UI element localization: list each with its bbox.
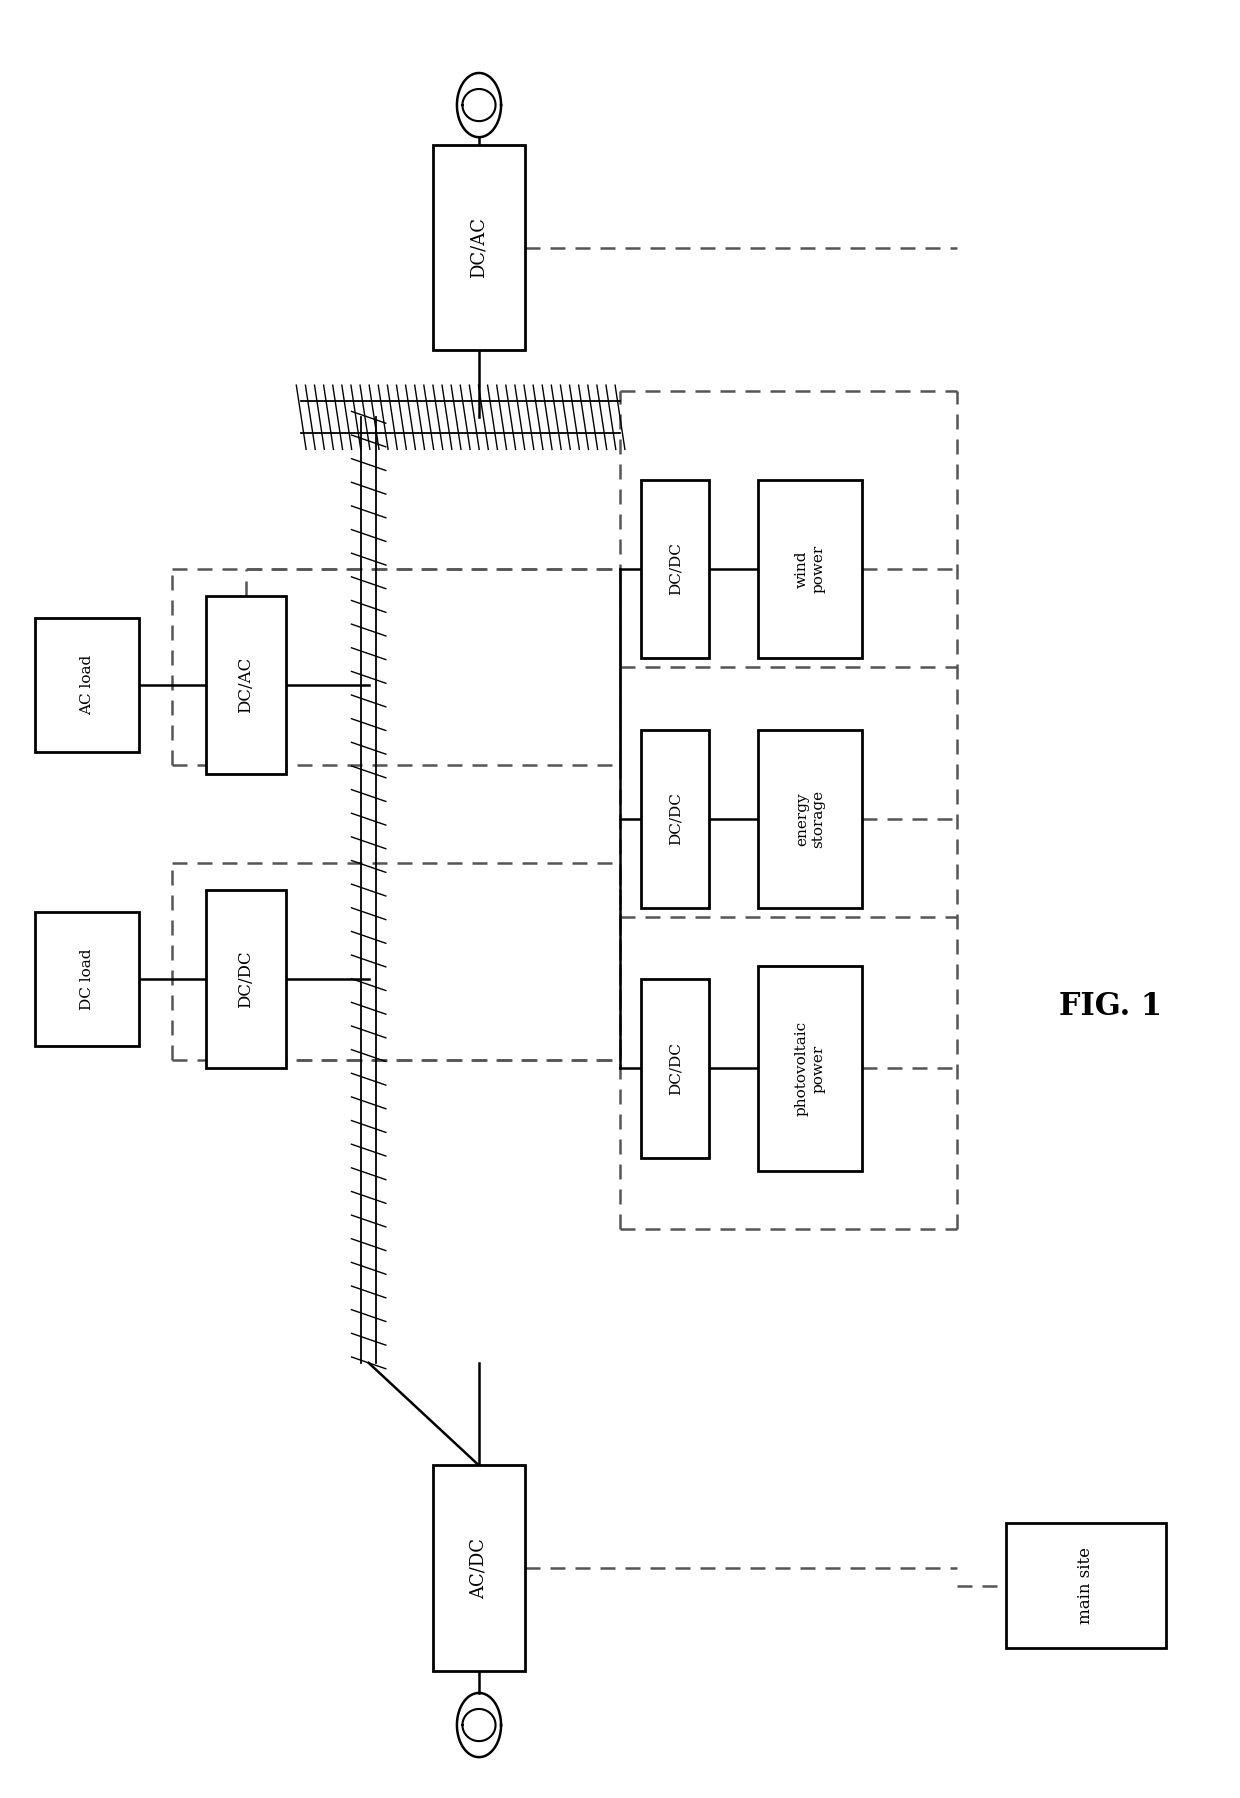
- Bar: [758, 966, 862, 1170]
- Text: wind
power: wind power: [795, 545, 825, 593]
- Bar: [35, 912, 139, 1046]
- Bar: [641, 730, 709, 908]
- Text: DC/AC: DC/AC: [470, 218, 489, 279]
- Text: DC/DC: DC/DC: [668, 1043, 682, 1095]
- Text: FIG. 1: FIG. 1: [1059, 991, 1162, 1021]
- Bar: [1006, 1523, 1166, 1649]
- Bar: [641, 980, 709, 1158]
- Bar: [206, 595, 286, 775]
- Bar: [206, 890, 286, 1068]
- Bar: [433, 146, 525, 351]
- Text: DC/AC: DC/AC: [238, 656, 254, 714]
- Bar: [35, 619, 139, 752]
- Bar: [758, 730, 862, 908]
- Text: DC/DC: DC/DC: [668, 543, 682, 595]
- Text: DC/DC: DC/DC: [668, 793, 682, 845]
- Text: DC/DC: DC/DC: [238, 951, 254, 1009]
- Text: main site: main site: [1078, 1548, 1095, 1624]
- Text: DC load: DC load: [79, 949, 94, 1010]
- Text: AC load: AC load: [79, 654, 94, 716]
- Text: photovoltaic
power: photovoltaic power: [795, 1021, 825, 1117]
- Bar: [758, 480, 862, 658]
- Bar: [433, 1465, 525, 1670]
- Bar: [641, 480, 709, 658]
- Text: AC/DC: AC/DC: [470, 1537, 489, 1598]
- Text: energy
storage: energy storage: [795, 789, 825, 849]
